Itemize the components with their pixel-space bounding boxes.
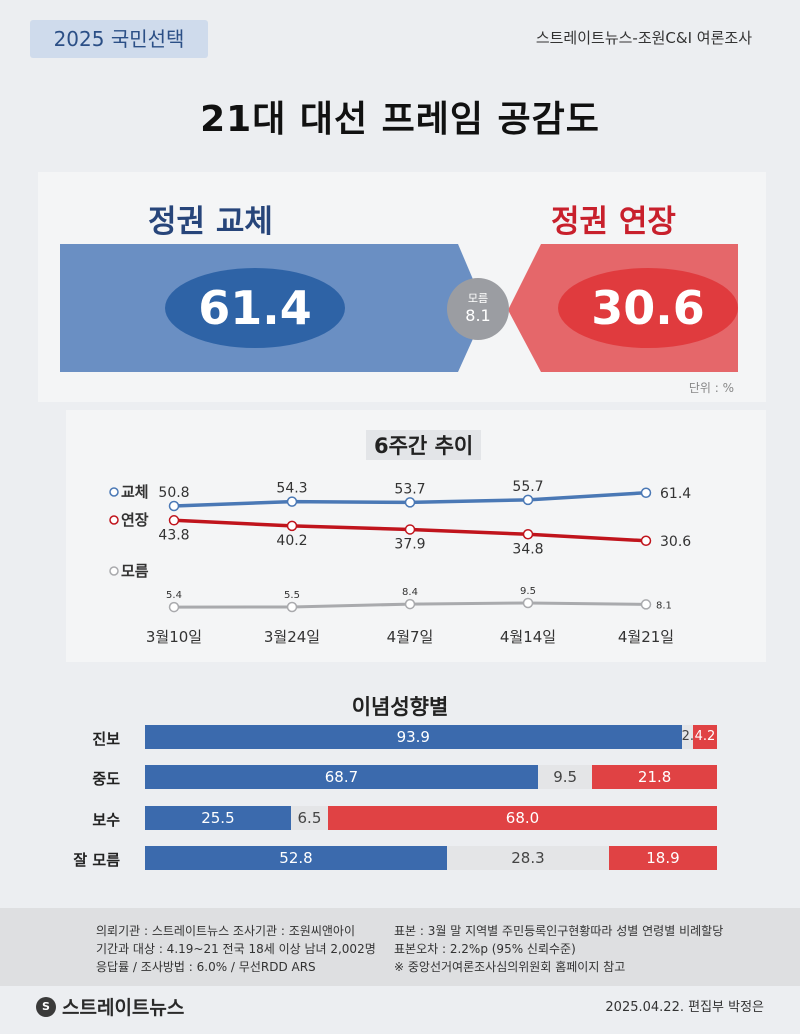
trend-panel: 6주간 추이 50.8 54.3 53.7 55.7 61.4 교체 43.8 40.2 37.… xyxy=(66,410,766,662)
legend-marker xyxy=(109,566,119,576)
data-point xyxy=(640,599,652,610)
summary-panel: 정권 교체 정권 연장 61.4 30.6 모름 8.1 단위 : % xyxy=(38,172,766,402)
legend-label: 교체 xyxy=(121,483,149,501)
legend-label: 연장 xyxy=(121,511,149,529)
bar-category-label: 잘 모름 xyxy=(73,851,120,869)
publish-date: 2025.04.22. 편집부 박정은 xyxy=(605,1000,764,1015)
data-point xyxy=(640,487,652,498)
regime-change-value: 61.4 xyxy=(165,268,345,348)
legend-label: 모름 xyxy=(121,562,149,580)
ideology-title: 이념성향별 xyxy=(351,695,449,719)
data-label: 55.7 xyxy=(512,479,543,495)
data-label: 53.7 xyxy=(394,481,425,497)
x-tick-label: 3월24일 xyxy=(264,628,320,646)
regime-extension-label: 정권 연장 xyxy=(551,204,676,240)
bar-segment: 52.8 xyxy=(145,846,448,870)
footer-left: 의뢰기관 : 스트레이트뉴스 조사기관 : 조원씨앤아이 기간과 대상 : 4.… xyxy=(96,922,376,976)
bar-segment: 2.0 xyxy=(681,725,702,749)
x-tick-label: 4월7일 xyxy=(387,628,434,646)
bar-segment: 25.5 xyxy=(145,806,291,830)
data-label: 8.1 xyxy=(656,600,672,611)
bar-category-label: 중도 xyxy=(92,770,120,788)
footer-right: 표본 : 3월 말 지역별 주민등록인구현황따라 성별 연령별 비례할당 표본오… xyxy=(394,922,723,976)
logo-icon: S xyxy=(36,996,56,1017)
data-point xyxy=(168,500,180,512)
data-label: 9.5 xyxy=(520,586,536,597)
data-label: 5.5 xyxy=(284,590,300,601)
data-point xyxy=(286,601,298,613)
data-point xyxy=(522,597,534,609)
data-label: 8.4 xyxy=(402,587,418,598)
data-point xyxy=(404,524,416,535)
footer-line: 표본오차 : 2.2%p (95% 신뢰수준) xyxy=(394,942,576,956)
bar-segment: 4.2 xyxy=(692,725,717,749)
bar-category-label: 진보 xyxy=(92,730,120,748)
data-point xyxy=(522,494,534,506)
data-label: 43.8 xyxy=(158,527,189,543)
data-point xyxy=(640,535,652,547)
data-point xyxy=(404,598,416,610)
trend-title: 6주간 추이 xyxy=(366,430,482,460)
unit-note: 단위 : % xyxy=(688,381,734,395)
data-label: 54.3 xyxy=(276,481,307,497)
edition-badge: 2025 국민선택 xyxy=(30,20,208,58)
data-label: 5.4 xyxy=(166,590,182,601)
bar-row: 25.5 6.5 68.0 xyxy=(145,806,717,830)
legend-marker xyxy=(109,515,119,525)
footer-line: 의뢰기관 : 스트레이트뉴스 조사기관 : 조원씨앤아이 xyxy=(96,924,355,938)
footer-line: ※ 중앙선거여론조사심의위원회 홈페이지 참고 xyxy=(394,960,626,974)
data-point xyxy=(286,520,298,532)
unknown-circle: 모름 8.1 xyxy=(447,278,509,340)
bar-segment: 93.9 xyxy=(145,725,682,749)
legend-marker xyxy=(109,487,119,497)
trend-chart: 50.8 54.3 53.7 55.7 61.4 교체 43.8 40.2 37.9 34.8 30… xyxy=(109,479,691,646)
x-tick-label: 4월21일 xyxy=(618,628,674,646)
data-label: 61.4 xyxy=(660,486,691,502)
brand-logo: S 스트레이트뉴스 xyxy=(36,993,184,1020)
x-tick-label: 4월14일 xyxy=(500,628,556,646)
page-title: 21대 대선 프레임 공감도 xyxy=(200,99,600,140)
bar-segment: 18.9 xyxy=(608,846,717,870)
data-point xyxy=(168,601,180,613)
unknown-label: 모름 xyxy=(467,292,489,305)
data-point xyxy=(168,515,180,526)
data-point xyxy=(286,496,298,507)
bar-segment: 28.3 xyxy=(447,846,609,870)
survey-source: 스트레이트뉴스-조원C&I 여론조사 xyxy=(535,29,752,47)
data-label: 30.6 xyxy=(660,534,691,550)
data-label: 34.8 xyxy=(512,541,543,557)
data-label: 37.9 xyxy=(394,536,425,552)
data-label: 40.2 xyxy=(276,533,307,549)
bar-row: 93.9 2.0 4.2 xyxy=(145,725,717,749)
bar-category-label: 보수 xyxy=(92,811,120,829)
bar-segment: 68.7 xyxy=(145,765,538,789)
regime-change-label: 정권 교체 xyxy=(148,204,273,240)
footer-line: 기간과 대상 : 4.19~21 전국 18세 이상 남녀 2,002명 xyxy=(96,942,376,956)
data-label: 50.8 xyxy=(158,485,189,501)
bar-segment: 21.8 xyxy=(592,765,717,789)
bar-segment: 9.5 xyxy=(537,765,593,789)
bar-row: 68.7 9.5 21.8 xyxy=(145,765,717,789)
x-tick-label: 3월10일 xyxy=(146,628,202,646)
bar-segment: 68.0 xyxy=(328,806,717,830)
bar-segment: 6.5 xyxy=(290,806,329,830)
data-point xyxy=(522,529,534,540)
logo-text: 스트레이트뉴스 xyxy=(62,997,185,1019)
footer-notes: 의뢰기관 : 스트레이트뉴스 조사기관 : 조원씨앤아이 기간과 대상 : 4.… xyxy=(0,908,800,986)
data-point xyxy=(404,497,416,508)
regime-extension-value: 30.6 xyxy=(558,268,738,348)
unknown-value: 8.1 xyxy=(465,306,491,325)
footer-line: 표본 : 3월 말 지역별 주민등록인구현황따라 성별 연령별 비례할당 xyxy=(394,924,724,938)
bar-row: 52.8 28.3 18.9 xyxy=(145,846,717,870)
footer-line: 응답률 / 조사방법 : 6.0% / 무선RDD ARS xyxy=(96,960,316,974)
